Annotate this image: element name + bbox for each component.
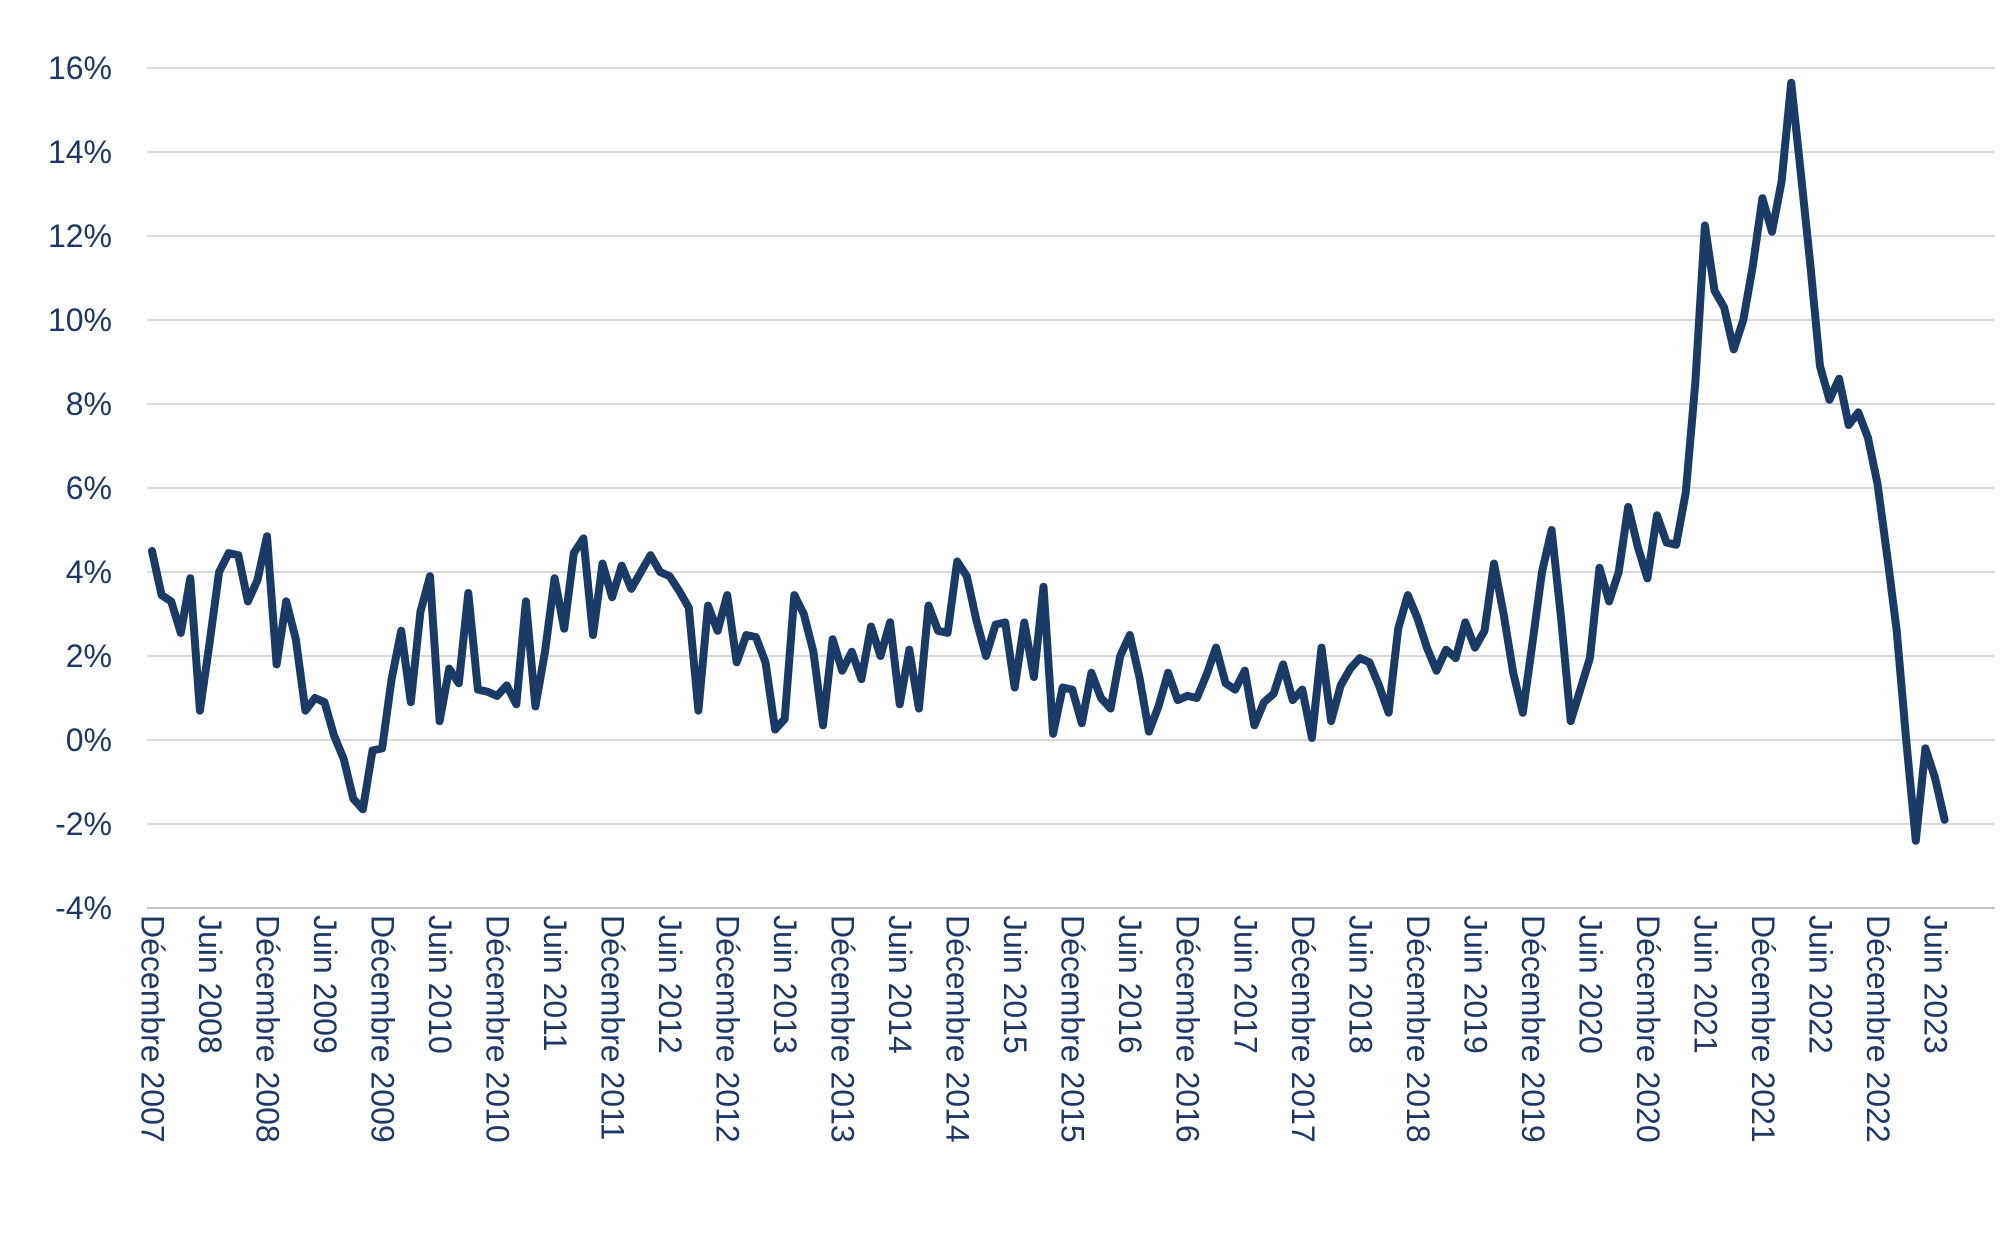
y-axis-labels: 16% 14% 12% 10% 8% 6% 4% 2% 0% -2% -4% [48,50,112,926]
x-axis-tick-label: Juin 2019 [1457,915,1493,1054]
x-axis-tick-label: Décembre 2014 [940,915,976,1143]
x-axis-tick-label: Décembre 2019 [1515,915,1551,1143]
x-axis-tick-label: Juin 2010 [422,915,458,1054]
y-axis-tick-label: 12% [48,218,112,254]
x-axis-tick-label: Décembre 2016 [1170,915,1206,1143]
x-axis-tick-label: Décembre 2015 [1055,915,1091,1143]
x-axis-tick-label: Juin 2022 [1802,915,1838,1054]
x-axis-tick-label: Juin 2011 [537,915,573,1051]
x-axis-tick-label: Juin 2008 [192,915,228,1054]
x-axis-tick-label: Décembre 2009 [365,915,401,1143]
x-axis-tick-label: Décembre 2022 [1860,915,1896,1143]
y-axis-tick-label: 2% [66,638,112,674]
x-axis-tick-label: Décembre 2013 [825,915,861,1143]
x-axis-tick-label: Juin 2013 [767,915,803,1054]
x-axis-tick-label: Décembre 2018 [1400,915,1436,1143]
x-axis-tick-label: Décembre 2008 [249,915,285,1143]
x-axis-labels: Décembre 2007 Juin 2008 Décembre 2008 Juin … [134,915,1953,1143]
x-axis-tick-label: Décembre 2007 [134,915,170,1143]
y-axis-tick-label: 8% [66,386,112,422]
y-axis-tick-label: 6% [66,470,112,506]
x-axis-tick-label: Juin 2021 [1687,915,1723,1054]
x-axis-tick-label: Juin 2017 [1227,915,1263,1054]
x-axis-tick-label: Décembre 2021 [1745,915,1781,1143]
x-axis-tick-label: Décembre 2020 [1630,915,1666,1143]
x-axis-tick-label: Juin 2015 [997,915,1033,1054]
y-axis-tick-label: 14% [48,134,112,170]
x-axis-tick-label: Juin 2012 [652,915,688,1054]
x-axis-tick-label: Décembre 2011 [595,915,631,1140]
y-axis-tick-label: -2% [55,806,112,842]
data-series [148,78,1949,845]
x-axis-tick-label: Juin 2018 [1342,915,1378,1054]
x-axis-tick-label: Juin 2014 [882,915,918,1054]
x-axis-tick-label: Décembre 2012 [710,915,746,1143]
gridlines [147,67,1995,909]
y-axis-tick-label: -4% [55,890,112,926]
x-axis-tick-label: Décembre 2017 [1285,915,1321,1143]
data-line [148,78,1949,845]
x-axis-tick-label: Juin 2020 [1572,915,1608,1054]
x-axis-tick-label: Décembre 2010 [480,915,516,1143]
y-axis-tick-label: 16% [48,50,112,86]
y-axis-tick-label: 10% [48,302,112,338]
y-axis-tick-label: 0% [66,722,112,758]
y-axis-tick-label: 4% [66,554,112,590]
x-axis-tick-label: Juin 2023 [1917,915,1953,1054]
x-axis-tick-label: Juin 2009 [307,915,343,1054]
x-axis-tick-label: Juin 2016 [1112,915,1148,1054]
